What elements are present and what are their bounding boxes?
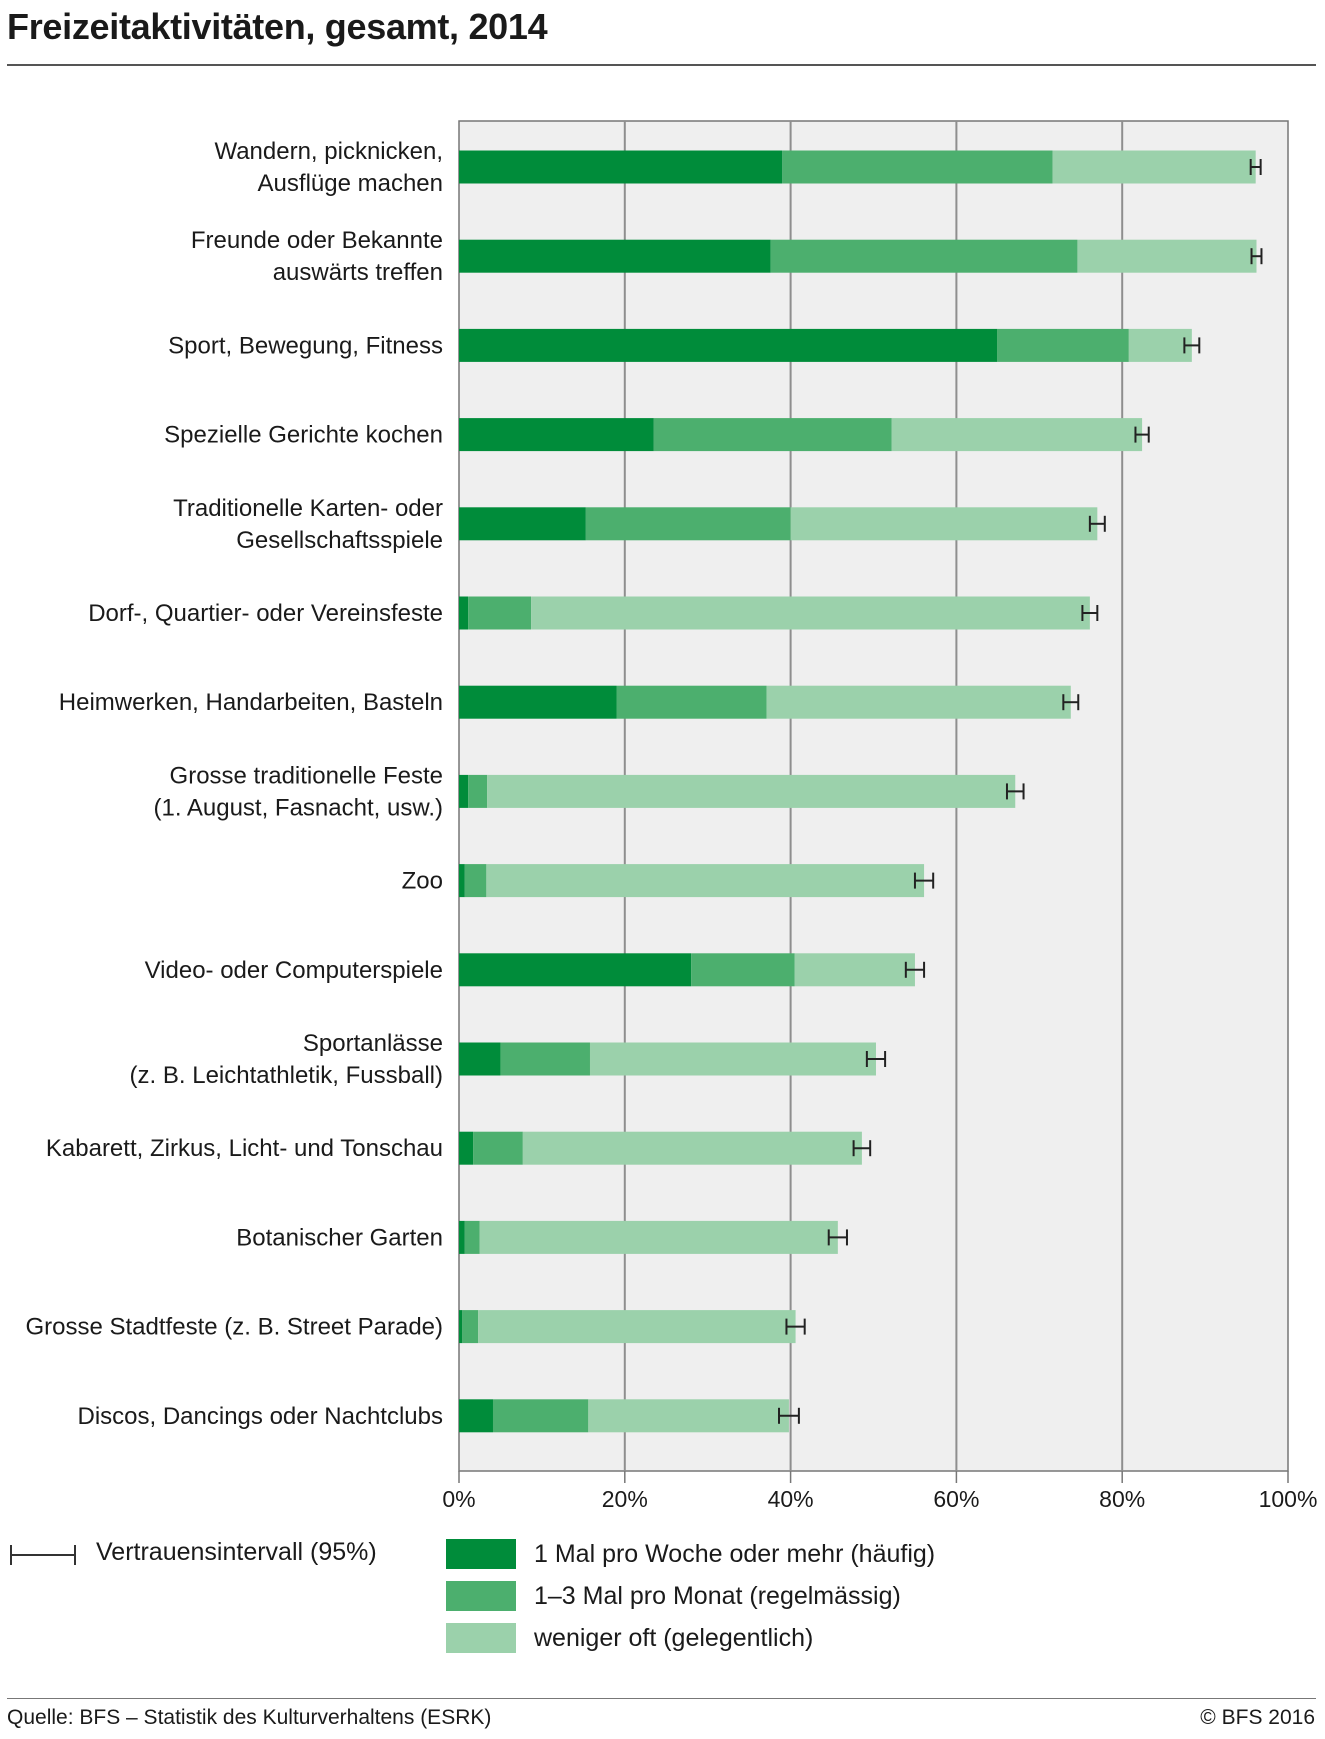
bar-segment (459, 507, 586, 541)
legend-swatch-gelegentlich (446, 1623, 516, 1653)
bar-segment (616, 685, 767, 719)
bar-segment (691, 953, 795, 987)
legend-ci-label: Vertrauensintervall (95%) (96, 1538, 377, 1566)
category-label: (z. B. Leichtathletik, Fussball) (130, 1062, 443, 1089)
category-label: Wandern, picknicken, (214, 138, 443, 165)
bar-segment (500, 1042, 590, 1076)
bar-segment (766, 685, 1071, 719)
title-divider (7, 64, 1316, 66)
category-label: Ausflüge machen (258, 170, 443, 197)
x-tick-label: 40% (768, 1486, 814, 1512)
legend-label-haeufig: 1 Mal pro Woche oder mehr (häufig) (534, 1540, 936, 1568)
x-tick-label: 60% (933, 1486, 979, 1512)
bar-segment (770, 239, 1078, 273)
bar-segment (464, 864, 487, 898)
legend-label-regelmaessig: 1–3 Mal pro Monat (regelmässig) (534, 1582, 901, 1610)
bar-segment (464, 1220, 480, 1254)
bar-segment (459, 774, 469, 808)
bar-segment (479, 1220, 838, 1254)
x-tick-label: 20% (602, 1486, 648, 1512)
bar-segment (1052, 150, 1256, 184)
bar-segment (473, 1131, 523, 1165)
category-label: Spezielle Gerichte kochen (164, 422, 443, 449)
category-label: Botanischer Garten (236, 1224, 443, 1251)
bar-segment (459, 1042, 501, 1076)
x-tick-label: 100% (1259, 1486, 1318, 1512)
copyright-note: © BFS 2016 (1200, 1706, 1315, 1729)
category-label: Heimwerken, Handarbeiten, Basteln (59, 689, 443, 716)
category-label: auswärts treffen (273, 259, 443, 286)
bar-segment (459, 328, 998, 362)
bar-segment (459, 150, 783, 184)
bar-segment (585, 507, 791, 541)
category-label: Sportanlässe (303, 1030, 443, 1057)
bar-segment (459, 239, 771, 273)
category-label: Kabarett, Zirkus, Licht- und Tonschau (46, 1135, 443, 1162)
bar-segment (1128, 328, 1192, 362)
category-label: Dorf-, Quartier- oder Vereinsfeste (88, 600, 443, 627)
bar-segment (531, 596, 1090, 630)
category-label: Sport, Bewegung, Fitness (168, 332, 443, 359)
x-tick-label: 0% (442, 1486, 475, 1512)
category-label: Traditionelle Karten- oder (173, 495, 443, 522)
bar-segment (468, 774, 488, 808)
bar-segment (492, 1399, 589, 1433)
bar-segment (794, 953, 915, 987)
category-label: Discos, Dancings oder Nachtclubs (78, 1403, 444, 1430)
bar-chart: Wandern, picknicken, Ausflüge machen Freun… (25, 120, 1317, 1512)
bar-segment (459, 864, 465, 898)
legend-swatch-regelmaessig (446, 1581, 516, 1611)
category-label: Freunde oder Bekannte (191, 227, 443, 254)
bar-segment (459, 418, 654, 452)
legend-swatch-haeufig (446, 1539, 516, 1569)
bar-segment (459, 596, 469, 630)
bar-segment (459, 1399, 493, 1433)
bar-segment (782, 150, 1053, 184)
source-note: Quelle: BFS – Statistik des Kulturverhal… (7, 1706, 492, 1729)
bar-segment (459, 1220, 465, 1254)
category-labels: Wandern, picknicken, Ausflüge machen Freun… (25, 138, 443, 1430)
footer-divider (7, 1698, 1316, 1699)
category-label: Grosse traditionelle Feste (170, 762, 443, 789)
category-label: (1. August, Fasnacht, usw.) (154, 794, 443, 821)
bar-segment (653, 418, 892, 452)
category-label: Zoo (402, 868, 443, 895)
bar-segment (891, 418, 1143, 452)
confidence-interval-icon (10, 1545, 76, 1565)
bar-segment (589, 1042, 876, 1076)
legend-label-gelegentlich: weniger oft (gelegentlich) (534, 1624, 814, 1652)
bar-segment (468, 596, 532, 630)
error-bars (777, 159, 1263, 1424)
bar-segment (588, 1399, 789, 1433)
bar-segment (1077, 239, 1257, 273)
bar-segment (486, 864, 925, 898)
bar-segment (459, 953, 692, 987)
chart-title: Freizeitaktivitäten, gesamt, 2014 (7, 6, 548, 47)
bar-segment (522, 1131, 862, 1165)
bar-segment (462, 1310, 479, 1344)
bar-segment (997, 328, 1129, 362)
bar-segment (459, 685, 617, 719)
bar-segment (459, 1310, 463, 1344)
category-label: Gesellschaftsspiele (236, 527, 443, 554)
bar-segment (478, 1310, 796, 1344)
bar-segment (459, 1131, 474, 1165)
x-tick-label: 80% (1099, 1486, 1145, 1512)
category-label: Video- oder Computerspiele (145, 957, 443, 984)
category-label: Grosse Stadtfeste (z. B. Street Parade) (25, 1314, 443, 1341)
bar-segment (487, 774, 1016, 808)
bar-segment (790, 507, 1098, 541)
bar-series (459, 150, 1257, 1433)
x-axis-tick-labels: 0% 20% 40% 60% 80% 100% (442, 1486, 1317, 1512)
